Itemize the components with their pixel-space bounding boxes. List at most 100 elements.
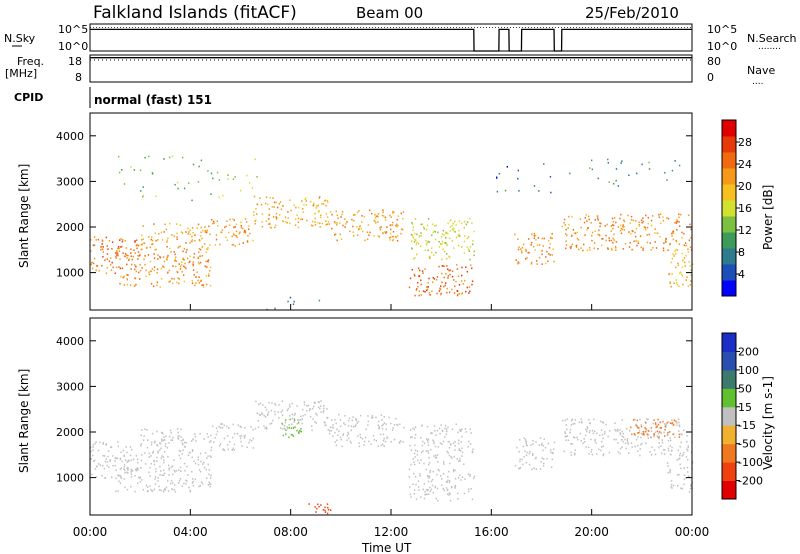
velocity-echo: [315, 412, 317, 415]
power-echo: [101, 264, 103, 267]
velocity-echo: [240, 440, 242, 443]
velocity-echo: [528, 452, 531, 455]
power-echo: [120, 246, 122, 248]
velocity-echo: [312, 418, 314, 420]
velocity-echo: [130, 476, 133, 478]
velocity-echo: [429, 471, 431, 474]
velocity-echo: [324, 422, 326, 424]
velocity-echo: [258, 403, 260, 406]
velocity-echo: [171, 465, 174, 467]
velocity-echo: [682, 453, 685, 456]
power-echo-sparse: [210, 172, 213, 175]
velocity-echo: [451, 428, 454, 431]
velocity-echo: [448, 492, 451, 494]
power-echo-sparse: [232, 178, 235, 181]
velocity-echo: [583, 438, 585, 440]
velocity-echo: [208, 469, 210, 471]
velocity-echo: [399, 441, 401, 443]
velocity-echo: [593, 430, 596, 433]
power-echo: [669, 281, 671, 284]
power-echo: [411, 221, 413, 224]
velocity-echo: [519, 467, 521, 469]
power-echo: [396, 235, 399, 237]
velocity-echo: [179, 478, 182, 480]
power-echo: [676, 283, 679, 286]
power-echo: [593, 247, 595, 250]
power-echo: [452, 222, 454, 225]
power-echo: [205, 251, 207, 254]
colorbar-tick-label: 100: [738, 364, 759, 377]
velocity-echo: [120, 467, 122, 470]
power-echo: [157, 258, 159, 260]
xtick-label: 00:00: [675, 525, 710, 539]
velocity-echo: [437, 446, 440, 448]
velocity-echo: [427, 493, 430, 495]
velocity-echo: [430, 432, 432, 434]
velocity-echo: [203, 461, 205, 464]
velocity-echo: [676, 474, 679, 476]
power-echo: [389, 224, 392, 226]
power-echo: [612, 220, 614, 223]
power-echo: [611, 248, 613, 251]
velocity-echo: [669, 470, 671, 472]
velocity-echo: [206, 457, 208, 459]
velocity-echo: [431, 478, 434, 481]
noise-ytick-right-bottom: 10^0: [707, 40, 737, 53]
power-echo: [433, 230, 436, 232]
velocity-echo: [687, 471, 689, 473]
velocity-echo: [347, 437, 350, 440]
power-echo: [256, 213, 258, 215]
velocity-echo: [182, 449, 184, 452]
velocity-echo: [602, 445, 605, 448]
power-echo: [242, 242, 244, 244]
power-echo: [153, 269, 155, 272]
power-echo: [135, 239, 138, 242]
power-echo: [535, 239, 537, 241]
velocity-echo: [266, 428, 268, 430]
velocity-echo: [358, 445, 361, 448]
power-echo: [125, 252, 127, 255]
velocity-echo: [342, 434, 344, 437]
power-echo: [301, 218, 304, 221]
velocity-echo: [671, 487, 673, 489]
power-echo: [282, 205, 284, 207]
power-echo: [610, 230, 612, 232]
power-echo: [167, 254, 169, 257]
velocity-echo: [156, 444, 159, 447]
velocity-echo: [448, 470, 450, 473]
power-echo: [238, 232, 241, 235]
power-echo: [424, 249, 426, 252]
power-echo: [587, 226, 589, 229]
velocity-echo: [227, 448, 230, 451]
power-echo: [691, 263, 694, 266]
power-echo-sparse: [188, 182, 190, 185]
velocity-echo: [119, 474, 121, 477]
power-echo: [141, 243, 144, 246]
velocity-echo: [680, 441, 682, 444]
velocity-echo: [430, 488, 433, 491]
power-echo-sparse: [163, 158, 165, 160]
power-echo: [206, 266, 208, 268]
velocity-echo: [418, 489, 420, 491]
velocity-echo: [293, 421, 295, 423]
power-echo: [268, 213, 271, 216]
velocity-echo: [516, 446, 518, 449]
power-echo: [336, 214, 338, 217]
power-echo: [608, 239, 611, 242]
power-echo: [198, 276, 200, 279]
power-echo: [123, 284, 125, 286]
power-echo: [571, 234, 573, 237]
power-echo: [597, 233, 599, 236]
velocity-echo: [162, 469, 165, 472]
power-echo: [116, 250, 118, 252]
power-echo: [402, 211, 405, 213]
cpid-strip: CPID normal (fast) 151: [14, 87, 212, 108]
velocity-echo: [352, 416, 354, 418]
velocity-echo: [141, 479, 143, 481]
velocity-echo-highlight: [667, 431, 669, 434]
velocity-echo: [299, 430, 302, 432]
velocity-echo: [178, 469, 180, 471]
velocity-echo: [576, 436, 578, 439]
velocity-echo: [209, 455, 211, 457]
